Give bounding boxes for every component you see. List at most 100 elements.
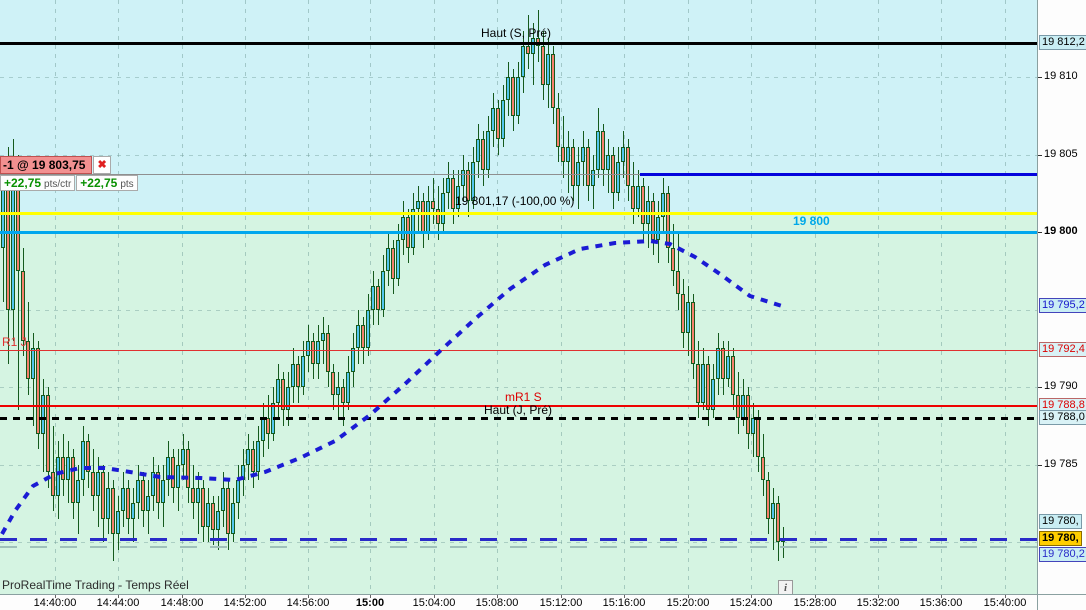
candle xyxy=(751,418,755,434)
vertical-gridline xyxy=(561,0,562,594)
price-level-tag: 19 795,2 xyxy=(1039,298,1086,313)
chart-plot-area[interactable]: Haut (S, Pré) R1 J mR1 S Haut (J, Pré) 19 80… xyxy=(0,0,1037,594)
horizontal-gridline xyxy=(0,155,1037,156)
candle xyxy=(156,472,160,503)
candle xyxy=(146,496,150,511)
candle xyxy=(266,418,270,434)
time-tick-label: 15:20:00 xyxy=(666,597,710,609)
vertical-gridline xyxy=(245,0,246,594)
candle xyxy=(656,217,660,240)
candle xyxy=(661,193,665,217)
candle xyxy=(131,503,135,519)
candle-wick xyxy=(53,426,54,511)
candle xyxy=(371,286,375,310)
time-tick-label: 14:56:00 xyxy=(286,597,330,609)
time-tick-mark xyxy=(878,595,879,598)
horizontal-gridline xyxy=(0,387,1037,388)
candle xyxy=(301,356,305,387)
candle xyxy=(671,248,675,271)
blue-target-line[interactable] xyxy=(640,173,1037,176)
pnl-per-contract-box: +22,75 pts/ctr xyxy=(0,175,76,191)
info-icon[interactable]: i xyxy=(778,580,793,594)
candle xyxy=(226,488,230,534)
vertical-gridline xyxy=(308,0,309,594)
candle xyxy=(686,302,690,333)
time-tick-label: 14:48:00 xyxy=(160,597,204,609)
candle xyxy=(486,131,490,170)
candle xyxy=(96,472,100,496)
stop-dashed-line[interactable] xyxy=(0,538,1037,541)
candle xyxy=(621,147,625,162)
price-level-tag: 19 780, xyxy=(1039,514,1082,529)
time-tick-label: 15:08:00 xyxy=(475,597,519,609)
candle xyxy=(161,480,165,503)
candle xyxy=(726,356,730,379)
time-tick-label: 15:00 xyxy=(355,597,385,609)
candle xyxy=(391,248,395,279)
time-axis[interactable]: 14:40:00 14:44:00 14:48:00 14:52:00 14:56:00… xyxy=(0,594,1037,610)
candle xyxy=(356,325,360,348)
time-tick-mark xyxy=(434,595,435,598)
candle xyxy=(676,271,680,294)
price-axis[interactable]: 19 810 19 805 19 800 19 790 19 785 19 812,2 19… xyxy=(1037,0,1086,594)
candle xyxy=(211,503,215,530)
time-tick-label: 14:52:00 xyxy=(223,597,267,609)
candle xyxy=(341,387,345,403)
pnl-total-value: +22,75 xyxy=(80,176,118,190)
candle xyxy=(386,248,390,271)
candle xyxy=(116,511,120,534)
candle xyxy=(541,46,545,85)
candle xyxy=(501,100,505,139)
vertical-gridline xyxy=(624,0,625,594)
time-tick-label: 15:24:00 xyxy=(729,597,773,609)
candle xyxy=(706,364,710,410)
price-tick-mark xyxy=(1038,387,1042,388)
candle xyxy=(696,364,700,403)
candle xyxy=(746,395,750,434)
candle xyxy=(376,286,380,310)
candle xyxy=(631,186,635,209)
price-level-tag: 19 812,2 xyxy=(1039,35,1086,50)
candle xyxy=(566,147,570,162)
candle xyxy=(166,457,170,480)
candle xyxy=(431,201,435,209)
candle xyxy=(516,77,520,116)
candle xyxy=(106,488,110,519)
candle xyxy=(456,186,460,209)
candle xyxy=(571,147,575,186)
close-position-icon[interactable]: ✖ xyxy=(93,156,111,174)
candle xyxy=(616,162,620,193)
candle-wick xyxy=(33,333,34,426)
candle xyxy=(86,441,90,472)
price-level-tag: 19 780,2 xyxy=(1039,547,1086,562)
horizontal-gridline xyxy=(0,310,1037,311)
candle xyxy=(581,147,585,162)
candle xyxy=(451,178,455,209)
time-tick-mark xyxy=(245,595,246,598)
time-tick-label: 15:36:00 xyxy=(919,597,963,609)
time-tick-mark xyxy=(688,595,689,598)
candle xyxy=(246,449,250,465)
candle xyxy=(6,186,10,310)
candle xyxy=(296,364,300,387)
candle xyxy=(636,186,640,209)
time-tick-mark xyxy=(370,595,371,598)
candle-wick xyxy=(533,23,534,85)
time-tick-label: 15:12:00 xyxy=(539,597,583,609)
candle xyxy=(471,162,475,201)
entry-price-line[interactable] xyxy=(0,174,1037,175)
candle xyxy=(91,472,95,496)
candle xyxy=(591,170,595,186)
open-position-widget[interactable]: -1 @ 19 803,75 ✖ +22,75 pts/ctr +22,75 p… xyxy=(0,156,139,191)
vertical-gridline xyxy=(55,0,56,594)
candle xyxy=(241,465,245,480)
candle xyxy=(776,503,780,542)
position-quantity-price-label: -1 @ 19 803,75 xyxy=(0,156,93,174)
candle xyxy=(151,472,155,496)
candle xyxy=(556,108,560,147)
candle xyxy=(421,201,425,232)
candle xyxy=(526,46,530,54)
candle xyxy=(261,418,265,441)
time-tick-mark xyxy=(941,595,942,598)
price-level-tag: 19 788,0 xyxy=(1039,410,1086,425)
